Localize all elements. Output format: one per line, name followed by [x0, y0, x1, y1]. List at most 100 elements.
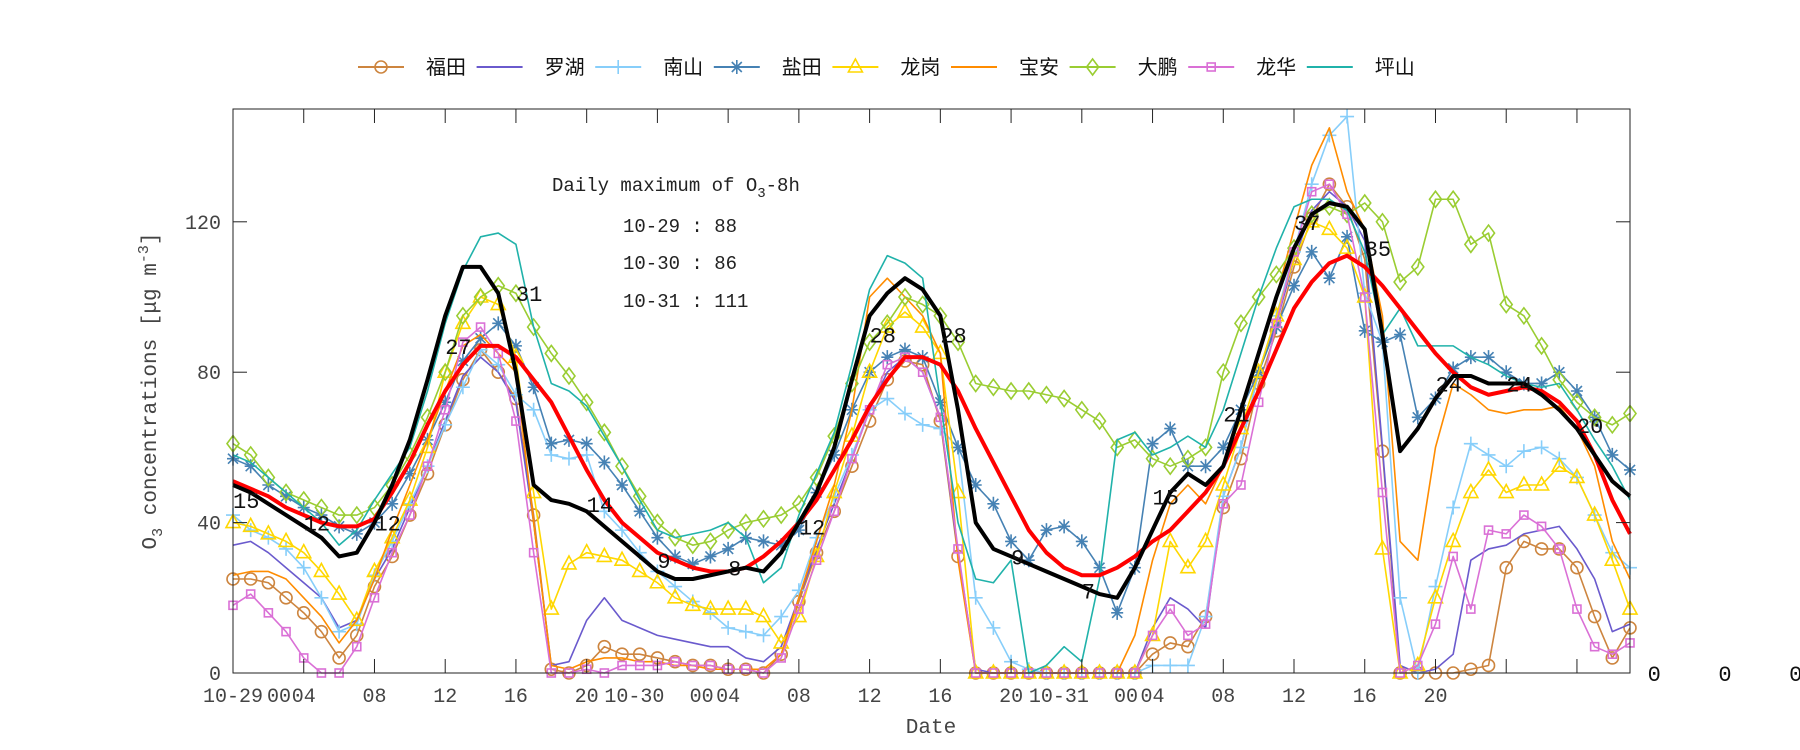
x-tick-label: 20 [999, 686, 1023, 709]
legend-label: 龙岗 [900, 55, 940, 79]
data-point-marker [403, 466, 416, 481]
y-axis-label: O3 concentrations [μg m-3] [136, 233, 167, 550]
data-point-marker [1534, 542, 1549, 556]
data-point-marker [1482, 350, 1495, 365]
data-point-marker [597, 639, 612, 654]
data-point-marker [1483, 525, 1494, 535]
data-point-marker [651, 530, 664, 545]
legend-item[interactable]: 福田 [358, 55, 466, 79]
data-point-marker [987, 496, 1000, 511]
data-point-marker [882, 359, 893, 370]
daily-value-annotation: 14 [587, 494, 613, 519]
data-point-marker [438, 362, 453, 382]
data-point-marker [277, 531, 295, 548]
legend-item[interactable]: 宝安 [951, 55, 1059, 79]
data-point-marker [1340, 109, 1355, 124]
data-point-marker [705, 660, 716, 671]
legend-item[interactable]: 盐田 [713, 55, 822, 79]
data-point-marker [776, 653, 786, 663]
data-point-marker [896, 302, 914, 318]
x-tick-label: 16 [504, 686, 528, 709]
data-point-marker [951, 332, 966, 352]
data-point-marker [791, 583, 806, 598]
x-tick-label: 12 [433, 686, 457, 709]
data-point-marker [1058, 519, 1071, 534]
data-point-marker [383, 527, 401, 544]
data-point-marker [1216, 362, 1231, 382]
data-point-marker [1499, 459, 1514, 474]
data-point-marker [526, 317, 541, 337]
data-point-marker [968, 374, 983, 393]
data-point-marker [1568, 467, 1586, 484]
data-point-marker [986, 620, 1001, 635]
data-point-marker [828, 447, 841, 462]
legend-item[interactable]: 坪山 [1306, 55, 1415, 79]
data-point-marker [1394, 327, 1407, 342]
data-point-marker [861, 362, 878, 378]
data-point-marker [454, 313, 472, 330]
data-point-marker [1305, 244, 1318, 259]
data-point-marker [935, 412, 946, 423]
data-point-marker [263, 608, 274, 618]
daily-value-annotation: 21 [1223, 404, 1249, 429]
data-point-marker [473, 287, 488, 307]
daily-value-annotation: 9 [1011, 546, 1024, 571]
data-point-marker [474, 331, 487, 346]
data-point-marker [1233, 440, 1248, 455]
legend-marker [1085, 57, 1100, 77]
data-point-marker [545, 436, 558, 451]
data-point-marker [455, 306, 470, 326]
data-point-marker [1589, 641, 1600, 652]
legend-label: 龙华 [1256, 55, 1296, 79]
data-point-marker [897, 406, 912, 421]
data-point-marker [440, 404, 451, 415]
data-point-marker [668, 528, 683, 547]
data-point-marker [1179, 558, 1197, 574]
data-point-marker [1587, 407, 1602, 427]
data-point-marker [704, 549, 717, 564]
data-point-marker [1322, 177, 1337, 191]
data-point-marker [669, 549, 682, 564]
legend-item[interactable]: 大鹏 [1069, 55, 1178, 79]
data-point-marker [511, 416, 521, 426]
data-point-marker [792, 523, 805, 538]
data-point-marker [1481, 447, 1496, 462]
data-point-marker [458, 337, 468, 347]
data-point-marker [1462, 482, 1480, 499]
x-tick-label: 20 [575, 686, 599, 709]
data-point-marker [1516, 306, 1531, 326]
daily-value-annotation: 37 [1294, 212, 1320, 237]
legend-item[interactable]: 龙华 [1188, 55, 1296, 79]
data-point-marker [245, 589, 256, 599]
data-point-marker [1536, 521, 1547, 532]
data-point-marker [1306, 186, 1317, 197]
daily-value-annotation: 0 [1789, 663, 1800, 688]
daily-value-annotation: 9 [657, 550, 670, 575]
x-tick-label: 00 [690, 686, 714, 709]
data-point-marker [1428, 189, 1443, 209]
data-point-marker [475, 322, 486, 332]
data-point-marker [1447, 361, 1460, 376]
data-point-marker [1271, 318, 1282, 329]
legend-item[interactable]: 龙岗 [832, 55, 940, 79]
data-point-marker [774, 609, 789, 624]
data-point-marker [1393, 590, 1408, 605]
data-point-marker [526, 402, 541, 417]
data-point-marker [1517, 534, 1531, 549]
data-point-marker [1218, 498, 1229, 509]
legend-item[interactable]: 罗湖 [476, 55, 585, 79]
legend-item[interactable]: 南山 [595, 55, 703, 79]
daily-value-annotation: 28 [940, 325, 966, 350]
x-tick-label: 08 [787, 686, 811, 709]
data-point-marker [684, 595, 702, 612]
data-point-marker [243, 572, 258, 586]
data-point-marker [1444, 531, 1462, 548]
data-point-marker [1358, 323, 1371, 338]
data-point-marker [260, 524, 277, 540]
data-point-marker [1147, 630, 1158, 641]
data-point-marker [544, 344, 559, 363]
data-point-marker [898, 342, 911, 357]
data-point-marker [242, 516, 260, 533]
data-point-marker [1236, 480, 1246, 490]
